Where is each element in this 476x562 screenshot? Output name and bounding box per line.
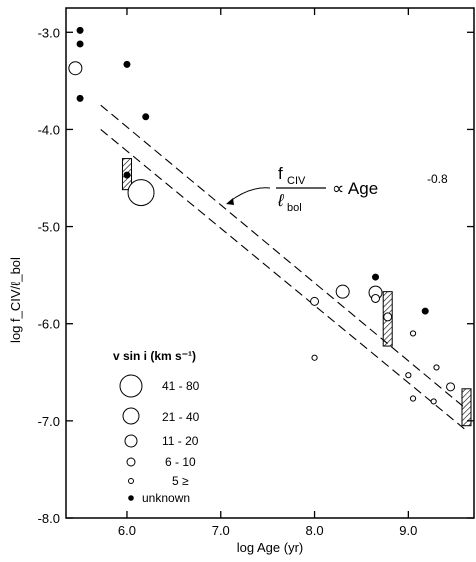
data-point (123, 60, 131, 68)
legend-label-41-80: 41 - 80 (162, 379, 200, 393)
data-point (76, 94, 84, 102)
data-point (372, 273, 380, 281)
data-point (405, 372, 412, 379)
range-bar (461, 388, 472, 427)
annotation-numerator: f (278, 164, 283, 183)
data-point (433, 364, 440, 371)
data-point (430, 398, 437, 405)
data-point (409, 330, 417, 337)
legend: v sin i (km s⁻¹) 41 - 80 21 - 40 11 - 20… (113, 349, 200, 505)
x-tick-label: 7.0 (212, 523, 230, 538)
annotation-relation: ∝ Age (332, 179, 378, 198)
x-tick-label: 8.0 (306, 523, 324, 538)
legend-marker-11-20 (124, 434, 138, 448)
x-tick-label: 9.0 (399, 523, 417, 538)
legend-marker-le5 (128, 478, 134, 484)
data-point (142, 113, 150, 121)
annotation-arrowhead (226, 198, 234, 205)
data-point (127, 179, 155, 207)
data-point (311, 354, 318, 361)
annotation-exponent: -0.8 (427, 172, 448, 186)
y-axis-title: log f_CIV/ℓ_bol (8, 257, 23, 343)
data-point (409, 395, 417, 402)
data-point (371, 293, 381, 303)
annotation-denominator: ℓ (277, 191, 284, 210)
y-tick-label: -7.0 (38, 414, 60, 429)
y-tick-label: -4.0 (38, 122, 60, 137)
data-point (383, 312, 393, 322)
data-point (76, 26, 84, 34)
plot-frame (65, 7, 475, 519)
legend-label-unknown: unknown (142, 491, 190, 505)
y-tick-label: -3.0 (38, 25, 60, 40)
fit-line (100, 104, 467, 410)
data-points (68, 26, 456, 405)
y-tick-label: -6.0 (38, 317, 60, 332)
legend-marker-6-10 (126, 457, 136, 467)
data-point (123, 171, 131, 179)
data-point (446, 382, 456, 392)
legend-marker-unknown (128, 495, 134, 501)
data-point (68, 61, 83, 76)
legend-marker-41-80 (119, 374, 143, 398)
data-point (421, 307, 429, 315)
legend-marker-21-40 (122, 407, 140, 425)
annotation-numerator-sub: CIV (287, 175, 306, 187)
fit-line (100, 129, 467, 431)
x-axis-title: log Age (yr) (237, 540, 303, 555)
relation-annotation: f CIV ℓ bol ∝ Age -0.8 (226, 164, 448, 214)
y-tick-label: -5.0 (38, 220, 60, 235)
y-tick-label: -8.0 (38, 511, 60, 526)
fit-lines (100, 104, 467, 431)
data-point (335, 284, 350, 299)
legend-label-6-10: 6 - 10 (165, 455, 196, 469)
data-point (76, 40, 84, 48)
legend-label-le5: 5 ≥ (172, 474, 189, 488)
legend-title: v sin i (km s⁻¹) (113, 349, 196, 363)
annotation-denominator-sub: bol (287, 202, 302, 214)
data-point (310, 296, 320, 306)
ticks: 6.0 7.0 8.0 9.0 -3.0 -4.0 -5.0 -6.0 -7.0 -8.0 (38, 8, 474, 538)
legend-label-11-20: 11 - 20 (162, 434, 199, 448)
legend-label-21-40: 21 - 40 (162, 410, 200, 424)
x-tick-label: 6.0 (118, 523, 136, 538)
annotation-arrow (228, 187, 271, 203)
